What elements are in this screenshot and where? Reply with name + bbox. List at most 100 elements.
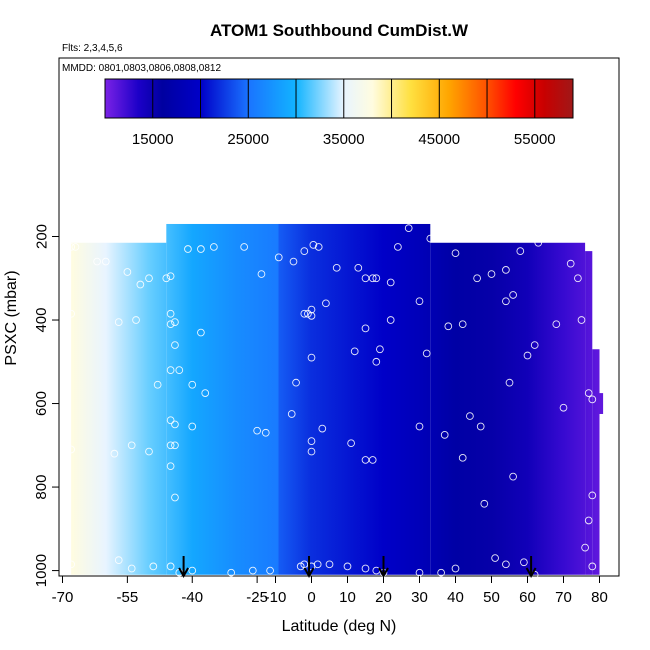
data-point-25 — [394, 243, 402, 251]
x-tick-label-3: -25 — [246, 589, 268, 606]
data-point-113 — [300, 560, 309, 569]
data-point-19 — [332, 263, 341, 272]
data-point-131 — [588, 562, 597, 571]
x-axis-label: Latitude (deg N) — [282, 618, 397, 635]
x-tick-label-7: 20 — [375, 589, 392, 606]
colorbar-label-4: 55000 — [514, 131, 556, 148]
data-point-105 — [166, 562, 175, 571]
data-point-57 — [415, 297, 424, 306]
y-tick-label-3: 800 — [33, 475, 50, 500]
data-point-72 — [287, 410, 296, 418]
x-tick-label-8: 30 — [411, 589, 428, 606]
flight-arrow-1 — [303, 556, 315, 579]
data-point-70 — [253, 426, 261, 435]
data-point-30 — [487, 270, 496, 278]
x-tick-label-13: 80 — [591, 589, 608, 606]
data-point-92 — [440, 431, 449, 439]
data-point-125 — [502, 560, 510, 569]
colorbar-label-0: 15000 — [132, 131, 174, 148]
y-axis-label: PSXC (mbar) — [3, 270, 20, 365]
coverage-region-2 — [430, 242, 586, 575]
data-point-85 — [307, 437, 316, 445]
data-point-67 — [166, 366, 175, 374]
data-point-91 — [415, 422, 424, 431]
data-point-7 — [162, 274, 171, 283]
data-point-37 — [67, 309, 76, 318]
data-point-90 — [368, 456, 377, 464]
colorbar-boundaries — [152, 79, 536, 118]
flight-arrow-head-1 — [303, 567, 315, 579]
x-tick-label-11: 60 — [519, 589, 536, 606]
data-point-12 — [240, 243, 249, 251]
data-point-10 — [197, 245, 205, 253]
data-point-60 — [458, 320, 467, 329]
dates-subtitle: MMDD: 0801,0803,0806,0808,0812 — [62, 63, 221, 74]
data-point-68 — [188, 380, 197, 389]
data-point-97 — [509, 472, 517, 481]
data-point-63 — [530, 341, 539, 349]
data-point-69 — [201, 389, 210, 397]
data-point-122 — [451, 564, 460, 573]
data-point-74 — [67, 445, 76, 454]
data-point-128 — [581, 543, 589, 552]
data-point-23 — [372, 274, 381, 283]
x-tick-label-1: -55 — [117, 589, 139, 606]
data-point-87 — [318, 424, 327, 433]
data-point-88 — [347, 439, 355, 448]
colorbar-label-2: 35000 — [323, 131, 365, 148]
data-point-24 — [386, 278, 395, 287]
data-point-93 — [458, 453, 467, 462]
data-point-52 — [350, 347, 359, 356]
data-point-98 — [559, 403, 568, 412]
data-point-115 — [325, 560, 334, 569]
data-point-6 — [145, 274, 153, 283]
data-point-50 — [307, 353, 316, 362]
data-point-0 — [67, 243, 76, 251]
data-point-108 — [227, 568, 236, 577]
x-tick-label-10: 50 — [483, 589, 500, 606]
data-point-53 — [361, 324, 370, 333]
data-point-71 — [261, 428, 270, 437]
data-point-44 — [175, 366, 184, 374]
data-point-110 — [266, 566, 274, 575]
y-tick-label-0: 200 — [33, 224, 50, 249]
colorbar-label-3: 45000 — [418, 131, 460, 148]
data-point-8 — [166, 272, 175, 281]
flight-arrows — [178, 556, 537, 579]
data-point-129 — [584, 516, 593, 525]
flight-arrow-0 — [178, 556, 189, 579]
x-tick-label-9: 40 — [447, 589, 464, 606]
data-point-27 — [426, 234, 435, 243]
coverage-region-3 — [585, 251, 593, 575]
colorbar-labels: 15000 25000 35000 45000 55000 — [132, 131, 556, 148]
data-point-42 — [166, 320, 175, 329]
data-point-102 — [114, 556, 123, 564]
data-point-126 — [520, 558, 528, 567]
data-point-11 — [210, 243, 218, 251]
data-point-61 — [502, 297, 510, 306]
data-point-95 — [476, 422, 485, 431]
data-point-39 — [132, 316, 140, 324]
coverage-region-4 — [592, 349, 600, 575]
data-point-35 — [566, 259, 575, 268]
data-point-1 — [71, 243, 80, 251]
data-point-51 — [322, 299, 330, 308]
plot-frame — [58, 57, 620, 577]
data-point-121 — [437, 568, 445, 577]
data-point-32 — [509, 291, 517, 299]
x-tick-label-0: -70 — [52, 589, 74, 606]
data-point-41 — [171, 318, 179, 326]
data-point-28 — [451, 249, 460, 258]
data-point-40 — [166, 309, 175, 318]
data-points — [67, 224, 597, 579]
data-point-38 — [114, 318, 123, 326]
data-point-100 — [588, 395, 597, 404]
data-point-18 — [314, 243, 323, 251]
coverage-region-1 — [166, 223, 431, 575]
data-point-73 — [292, 378, 300, 387]
x-axis: -70 -55 -40 -25-10 0 10 20 30 40 50 60 70 80 — [52, 576, 608, 606]
colorbar-fill — [105, 79, 573, 118]
data-point-94 — [466, 412, 474, 420]
data-point-15 — [309, 241, 318, 249]
data-point-46 — [300, 309, 309, 318]
